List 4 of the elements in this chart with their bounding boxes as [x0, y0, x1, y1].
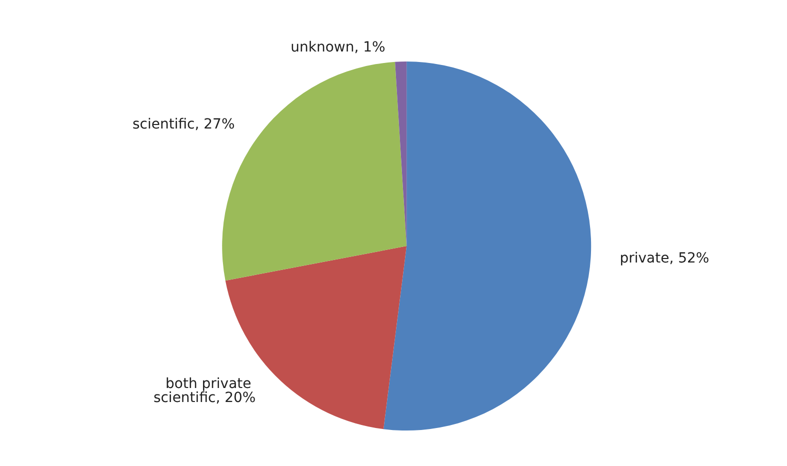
slice-label: unknown, 1%: [290, 40, 386, 56]
slice-label: private, 52%: [620, 250, 710, 267]
slice-label: scientific, 27%: [132, 116, 235, 132]
slice-label: both private scientific, 20%: [153, 376, 256, 406]
